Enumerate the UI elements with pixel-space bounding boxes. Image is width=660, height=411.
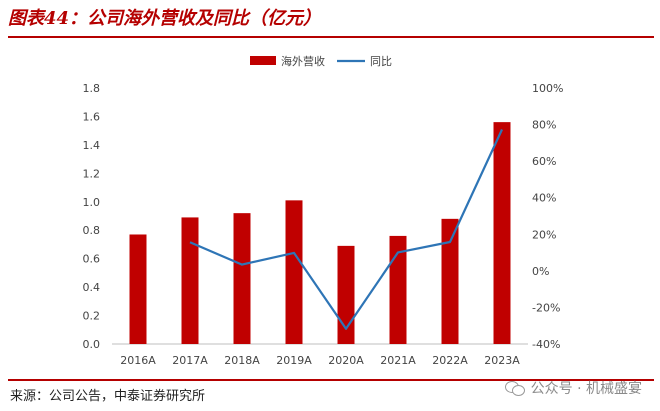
bar bbox=[129, 234, 147, 344]
watermark-text: 公众号 · 机械盛宴 bbox=[530, 381, 642, 397]
wechat-icon bbox=[504, 380, 525, 396]
x-tick-label: 2023A bbox=[484, 354, 520, 367]
y-left-tick-label: 0.6 bbox=[83, 253, 101, 266]
y-right-tick-label: 40% bbox=[532, 192, 556, 205]
bar bbox=[441, 218, 459, 344]
figure-title: 图表44：公司海外营收及同比（亿元） bbox=[8, 8, 322, 29]
y-left-tick-label: 0.8 bbox=[83, 224, 101, 237]
legend-swatch-bar bbox=[250, 56, 276, 65]
y-right-tick-label: 100% bbox=[532, 82, 563, 95]
chart: 0.0 0.2 0.4 0.6 0.8 1.0 1.2 1.4 1.6 1.8 -40% -20% 0%… bbox=[83, 54, 564, 367]
x-tick-label: 2019A bbox=[276, 354, 312, 367]
y-left-tick-label: 1.4 bbox=[83, 139, 101, 152]
y-right-tick-label: 80% bbox=[532, 119, 556, 132]
legend-label-line: 同比 bbox=[370, 55, 392, 68]
x-tick-label: 2020A bbox=[328, 354, 364, 367]
y-right-tick-label: -20% bbox=[532, 301, 560, 314]
y-right-tick-label: 60% bbox=[532, 155, 556, 168]
y-right-tick-label: 0% bbox=[532, 265, 549, 278]
bar bbox=[285, 200, 303, 344]
line-series bbox=[189, 129, 503, 330]
y-left-tick-label: 0.2 bbox=[83, 310, 101, 323]
x-tick-label: 2022A bbox=[432, 354, 468, 367]
title-rule bbox=[8, 36, 654, 38]
y-right-tick-label: -40% bbox=[532, 338, 560, 351]
y-left-tick-label: 1.8 bbox=[83, 82, 101, 95]
bar bbox=[233, 213, 251, 344]
watermark: 公众号 · 机械盛宴 bbox=[504, 378, 642, 398]
x-tick-label: 2016A bbox=[120, 354, 156, 367]
y-left-tick-label: 1.0 bbox=[83, 196, 101, 209]
y-left-tick-label: 0.4 bbox=[83, 281, 101, 294]
y-left-tick-label: 0.0 bbox=[83, 338, 101, 351]
footer-rule bbox=[8, 379, 654, 381]
legend-label-bar: 海外营收 bbox=[281, 54, 325, 68]
x-tick-label: 2021A bbox=[380, 354, 416, 367]
bar bbox=[389, 235, 407, 344]
x-tick-label: 2018A bbox=[224, 354, 260, 367]
y-right-tick-label: 20% bbox=[532, 228, 556, 241]
source-note: 来源：公司公告，中泰证券研究所 bbox=[10, 389, 206, 404]
y-left-tick-label: 1.6 bbox=[83, 110, 101, 123]
bar bbox=[493, 122, 511, 344]
bar bbox=[181, 217, 199, 344]
bar bbox=[337, 245, 355, 344]
x-tick-label: 2017A bbox=[172, 354, 208, 367]
y-left-tick-label: 1.2 bbox=[83, 167, 101, 180]
